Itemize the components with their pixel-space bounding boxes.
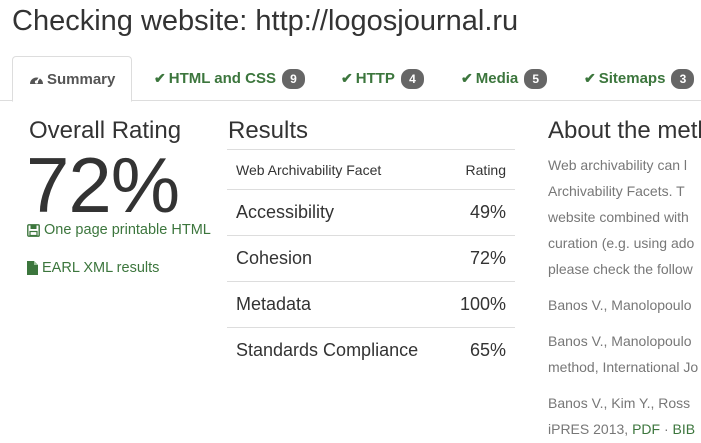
facet-name: Accessibility [227,189,446,236]
tab-media[interactable]: ✔ Media 5 [461,56,548,101]
pdf-link[interactable]: PDF [632,421,661,437]
table-row: Metadata 100% [227,281,515,328]
results-heading: Results [228,117,309,144]
tab-sitemaps[interactable]: ✔ Sitemaps 3 [584,56,695,101]
reference-1: Banos V., Manolopoulo [548,297,692,313]
facet-name: Cohesion [227,235,446,282]
check-icon: ✔ [584,70,596,86]
printable-html-link[interactable]: One page printable HTML [27,222,211,238]
tab-summary[interactable]: Summary [12,56,133,102]
about-method-heading: About the meth [548,117,701,144]
facet-name: Standards Compliance [227,327,446,374]
overall-rating-heading: Overall Rating [29,117,182,144]
about-line: curation (e.g. using ado [548,235,695,251]
count-badge: 5 [524,68,548,89]
table-row: Standards Compliance 65% [227,327,515,374]
page-title: Checking website: http://logosjournal.ru [12,5,519,37]
tab-http[interactable]: ✔ HTTP 4 [341,56,424,101]
check-icon: ✔ [461,70,473,86]
tab-html-and-css[interactable]: ✔ HTML and CSS 9 [154,56,305,101]
facet-rating: 49% [445,189,515,236]
reference-3-line-1: Banos V., Kim Y., Ross [548,395,691,411]
check-icon: ✔ [341,70,353,86]
table-row: Cohesion 72% [227,235,515,282]
count-badge: 3 [671,68,695,89]
table-header-row: Web Archivability Facet Rating [227,149,515,190]
earl-xml-label: EARL XML results [42,260,160,276]
about-line: Archivability Facets. T [548,183,685,199]
about-line: website combined with [548,209,689,225]
column-header-facet: Web Archivability Facet [227,149,446,190]
reference-3-line-2: iPRES 2013, PDF · BIB [548,416,701,442]
facet-rating: 65% [445,327,515,374]
earl-xml-link[interactable]: EARL XML results [27,260,159,276]
bib-link[interactable]: BIB [672,421,696,437]
save-icon [27,223,40,237]
tab-label: Summary [47,70,116,88]
facet-rating: 72% [445,235,515,282]
tab-label: HTML and CSS [168,70,276,87]
column-header-rating: Rating [445,149,515,190]
overall-rating-value: 72% [26,141,180,229]
tab-label: Sitemaps [598,70,666,87]
reference-2-line-1: Banos V., Manolopoulo [548,333,692,349]
about-line: Web archivability can l [548,157,688,173]
table-row: Accessibility 49% [227,189,515,236]
reference-3-venue: iPRES 2013, [548,421,633,437]
results-table: Web Archivability Facet Rating Accessibi… [227,149,515,374]
file-icon [27,261,38,275]
reference-2-line-2: method, International Jo [548,359,699,375]
dashboard-icon [29,73,44,86]
about-method-text: Web archivability can l Archivability Fa… [548,152,701,442]
about-line: please check the follow [548,261,693,277]
tab-label: HTTP [355,70,395,87]
printable-html-label: One page printable HTML [44,222,211,238]
separator: · [660,421,673,437]
count-badge: 4 [400,68,424,89]
tab-label: Media [475,70,519,87]
tab-bar: Summary ✔ HTML and CSS 9 ✔ HTTP 4 ✔ Medi… [0,56,701,102]
facet-rating: 100% [445,281,515,328]
count-badge: 9 [281,68,305,89]
facet-name: Metadata [227,281,446,328]
check-icon: ✔ [154,70,166,86]
